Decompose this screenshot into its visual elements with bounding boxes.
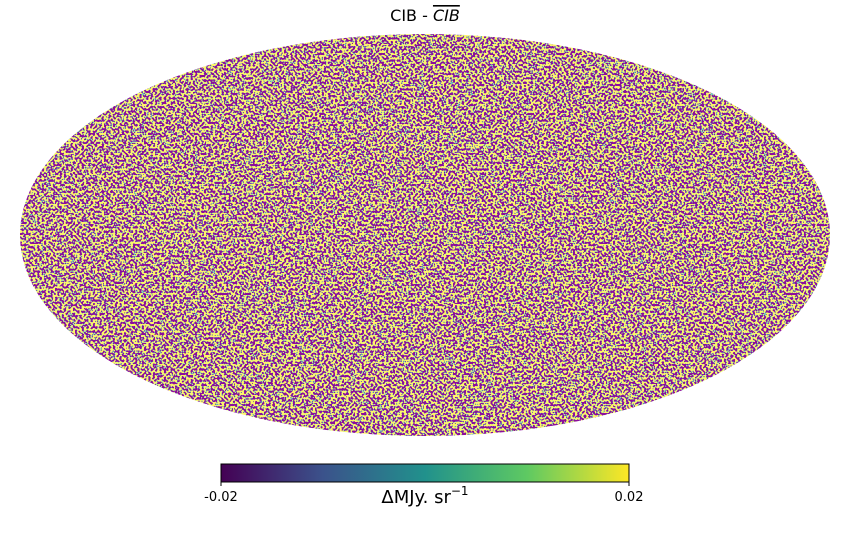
colorbar-unit: ΔMJy. sr [381,487,451,508]
colorbar-tick-label: 0.02 [615,490,644,505]
title-text: CIB - [390,6,428,25]
colorbar-tick-label: -0.02 [204,490,238,505]
colorbar [220,463,630,483]
title-overline: CIB [433,6,460,25]
sky-map [20,34,830,436]
colorbar-unit-exponent: −1 [451,484,469,498]
map-pixels [20,34,830,436]
colorbar-label: ΔMJy. sr−1 [381,484,468,508]
chart-title: CIB - CIB [390,6,460,25]
